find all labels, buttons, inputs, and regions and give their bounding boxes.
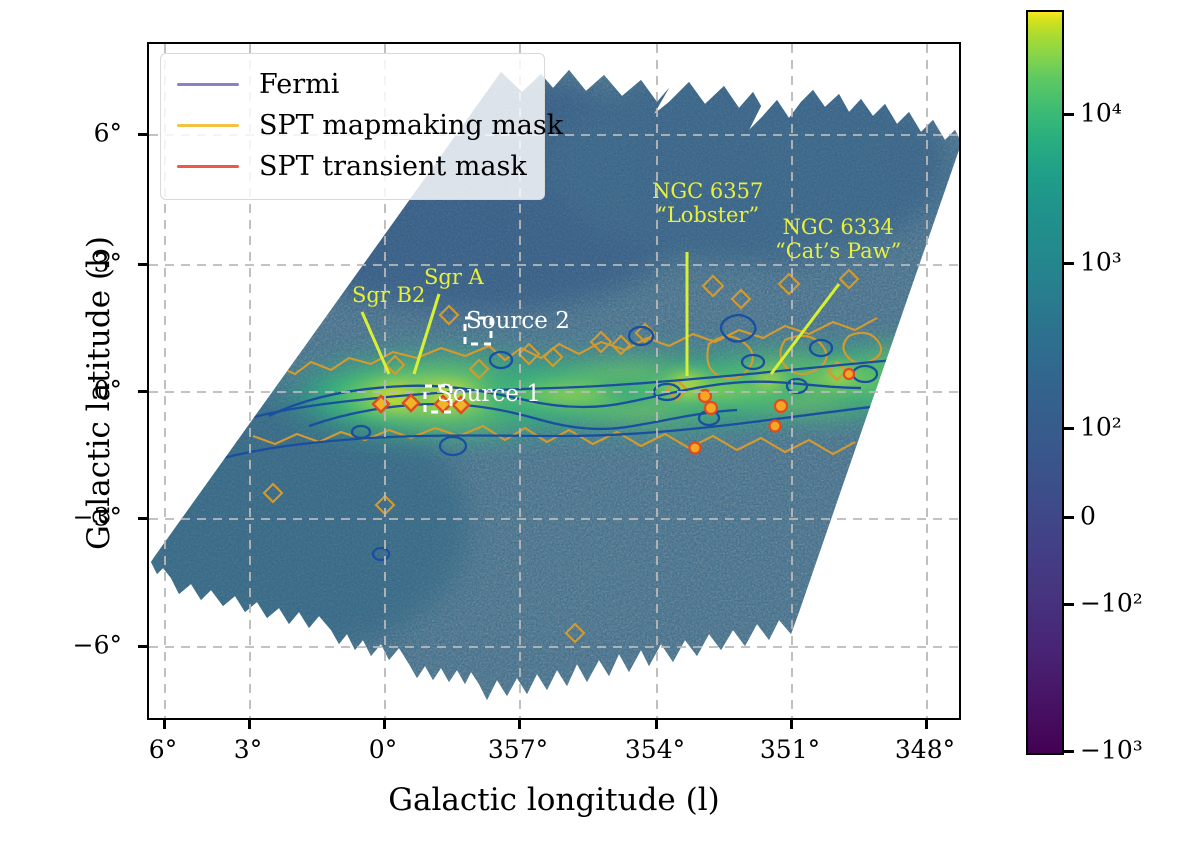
annotation-source-1: Source 1: [437, 381, 541, 407]
fermi-contours: [178, 313, 946, 562]
ytick-label-3: −3°: [72, 502, 122, 532]
annotation-source-2-label: Source 2: [466, 308, 570, 334]
annotation-source-1-label: Source 1: [437, 381, 541, 407]
xtick-label-5: 351°: [759, 735, 821, 764]
spt-transient-mask: [371, 367, 894, 489]
sky-map-axes: [147, 42, 961, 720]
colorbar-tick-mark-5: [1064, 750, 1074, 753]
y-axis-title: Galactic latitude (b): [81, 236, 117, 550]
legend-swatch-transient-mask: [177, 164, 239, 169]
annotation-sgr-b2-label: Sgr B2: [352, 283, 426, 307]
ytick-mark-4: [138, 645, 147, 648]
legend-swatch-fermi: [177, 82, 239, 87]
annotation-ngc-6357: NGC 6357 “Lobster”: [652, 179, 763, 227]
colorbar-tick-label-5: −10³: [1080, 735, 1143, 765]
annotation-ngc-6334-nickname: “Cat’s Paw”: [775, 239, 902, 264]
ytick-label-0: 6°: [93, 118, 122, 148]
annotation-sgr-b2: Sgr B2: [352, 283, 425, 307]
legend-label-mapmaking-mask: SPT mapmaking mask: [259, 110, 564, 141]
xtick-mark-3: [518, 720, 521, 729]
annotation-sgr-a: Sgr A: [424, 265, 484, 289]
legend-label-fermi: Fermi: [259, 69, 340, 100]
ytick-label-1: 3°: [93, 248, 122, 278]
spt-mapmaking-mask: [252, 268, 883, 690]
colorbar-tick-mark-4: [1064, 603, 1074, 606]
xtick-label-4: 354°: [624, 735, 686, 764]
colorbar-tick-label-4: −10²: [1080, 588, 1143, 618]
xtick-label-0: 6°: [148, 735, 178, 764]
legend-label-transient-mask: SPT transient mask: [259, 151, 527, 182]
map-legend: Fermi SPT mapmaking mask SPT transient m…: [160, 53, 563, 200]
legend-item-transient-mask: SPT transient mask: [161, 146, 544, 187]
ytick-label-2: 0°: [93, 375, 122, 405]
ytick-mark-2: [138, 390, 147, 393]
annotation-source-2: Source 2: [466, 308, 570, 334]
source-markers: [423, 316, 493, 414]
annotation-sgr-a-label: Sgr A: [424, 265, 484, 289]
xtick-mark-1: [248, 720, 251, 729]
xtick-label-2: 0°: [368, 735, 398, 764]
colorbar-tick-label-2: 10²: [1080, 412, 1122, 442]
legend-item-fermi: Fermi: [161, 64, 544, 105]
xtick-mark-4: [655, 720, 658, 729]
colorbar: [1026, 10, 1064, 755]
annotation-ngc-6357-name: NGC 6357: [652, 179, 764, 203]
annotation-leader-lines: [360, 252, 841, 376]
annotation-ngc-6357-nickname: “Lobster”: [656, 203, 760, 228]
legend-item-mapmaking-mask: SPT mapmaking mask: [161, 105, 563, 146]
xtick-label-6: 348°: [894, 735, 956, 764]
annotation-ngc-6334-name: NGC 6334: [782, 215, 894, 239]
colorbar-tick-label-0: 10⁴: [1080, 98, 1122, 128]
xtick-label-3: 357°: [487, 735, 549, 764]
colorbar-tick-label-1: 10³: [1080, 247, 1122, 277]
xtick-mark-5: [790, 720, 793, 729]
xtick-label-1: 3°: [233, 735, 263, 764]
colorbar-tick-mark-3: [1064, 516, 1074, 519]
colorbar-tick-label-3: 0: [1080, 501, 1096, 531]
map-svg: [149, 44, 959, 718]
legend-swatch-mapmaking-mask: [177, 123, 239, 128]
xtick-mark-6: [925, 720, 928, 729]
ytick-mark-0: [138, 133, 147, 136]
colorbar-tick-mark-1: [1064, 262, 1074, 265]
ytick-mark-1: [138, 263, 147, 266]
x-axis-title: Galactic longitude (l): [388, 782, 720, 818]
annotation-ngc-6334: NGC 6334 “Cat’s Paw”: [775, 215, 901, 263]
ytick-label-4: −6°: [72, 630, 122, 660]
xtick-mark-2: [383, 720, 386, 729]
colorbar-tick-mark-2: [1064, 427, 1074, 430]
ytick-mark-3: [138, 517, 147, 520]
xtick-mark-0: [163, 720, 166, 729]
colorbar-tick-mark-0: [1064, 113, 1074, 116]
